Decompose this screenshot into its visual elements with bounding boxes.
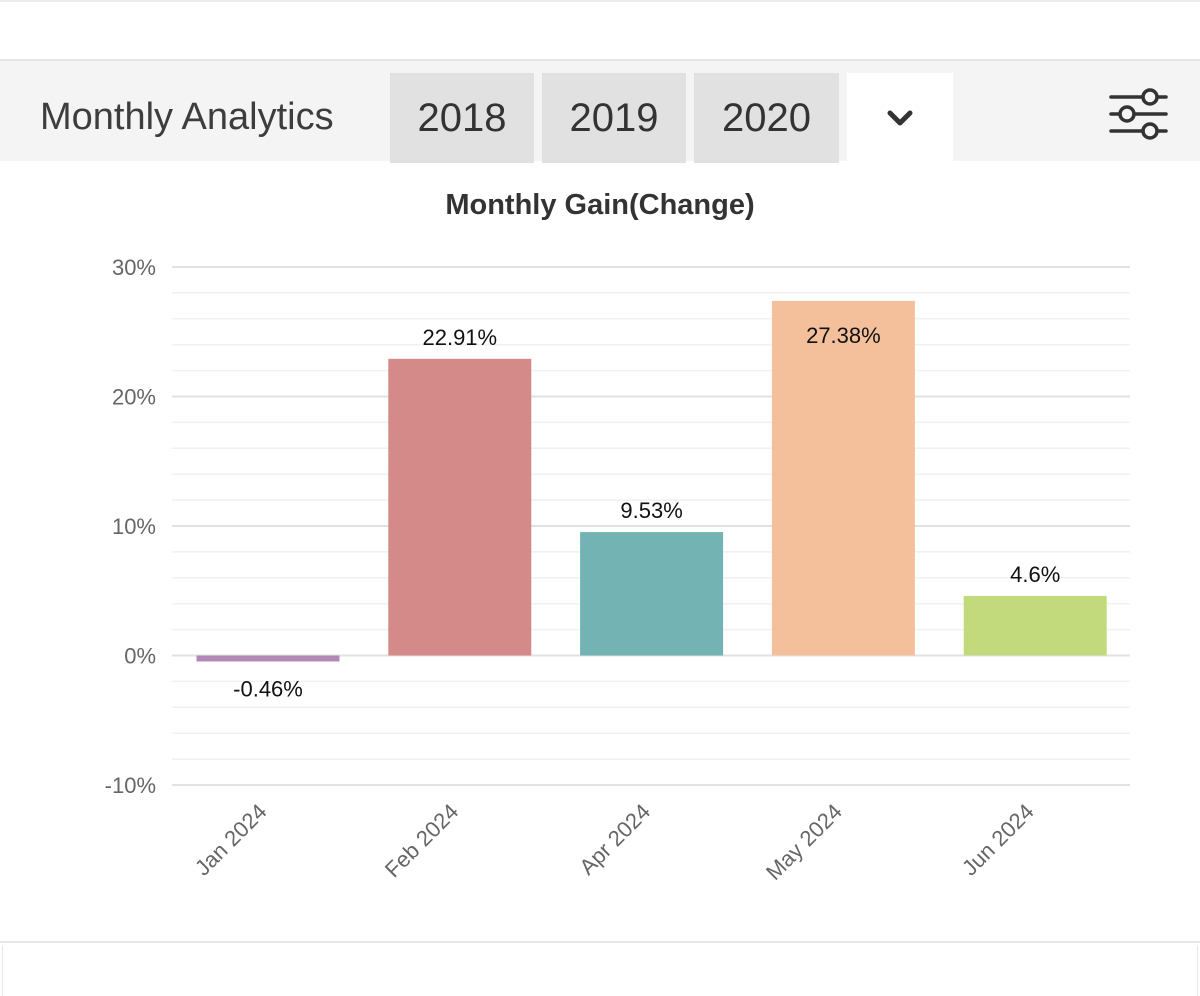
x-tick-label: Apr 2024 <box>574 799 655 880</box>
x-tick-label: May 2024 <box>761 799 847 885</box>
data-label: 9.53% <box>620 498 682 523</box>
bar-jan-2024[interactable] <box>196 655 340 662</box>
data-label: 4.6% <box>1010 562 1060 587</box>
x-tick-label: Feb 2024 <box>380 799 463 882</box>
chevron-down-icon <box>887 110 913 126</box>
sliders-icon <box>1109 88 1168 140</box>
y-tick-label: 20% <box>112 385 156 410</box>
bottom-panel <box>0 941 1200 996</box>
data-label: 27.38% <box>806 323 881 348</box>
monthly-gain-chart: Monthly Gain(Change) -10% 0% 10% 20% 30% -0.… <box>105 189 1130 885</box>
x-tick-label: Jan 2024 <box>190 799 272 881</box>
tab-2019[interactable]: 2019 <box>542 73 686 163</box>
tab-2020[interactable]: 2020 <box>694 73 839 163</box>
year-dropdown-button[interactable] <box>847 73 953 163</box>
y-tick-label: -10% <box>105 773 156 798</box>
bar-may-2024[interactable] <box>771 300 915 656</box>
chart-title: Monthly Gain(Change) <box>445 189 754 221</box>
bar-apr-2024[interactable] <box>580 532 724 656</box>
bar-feb-2024[interactable] <box>388 358 532 656</box>
data-label: -0.46% <box>233 676 303 701</box>
y-tick-label: 0% <box>124 644 156 669</box>
analytics-header: Monthly Analytics 2018 2019 2020 <box>0 59 1200 163</box>
bar-jun-2024[interactable] <box>963 595 1107 656</box>
y-tick-label: 10% <box>112 514 156 539</box>
page-title: Monthly Analytics <box>40 96 334 138</box>
y-tick-label: 30% <box>112 255 156 280</box>
x-tick-label: Jun 2024 <box>957 799 1039 881</box>
bottom-panel-frame <box>2 945 1198 996</box>
top-divider <box>0 0 1200 2</box>
data-label: 22.91% <box>422 325 497 350</box>
tab-2018[interactable]: 2018 <box>390 73 534 163</box>
filter-settings-button[interactable] <box>1106 87 1170 143</box>
